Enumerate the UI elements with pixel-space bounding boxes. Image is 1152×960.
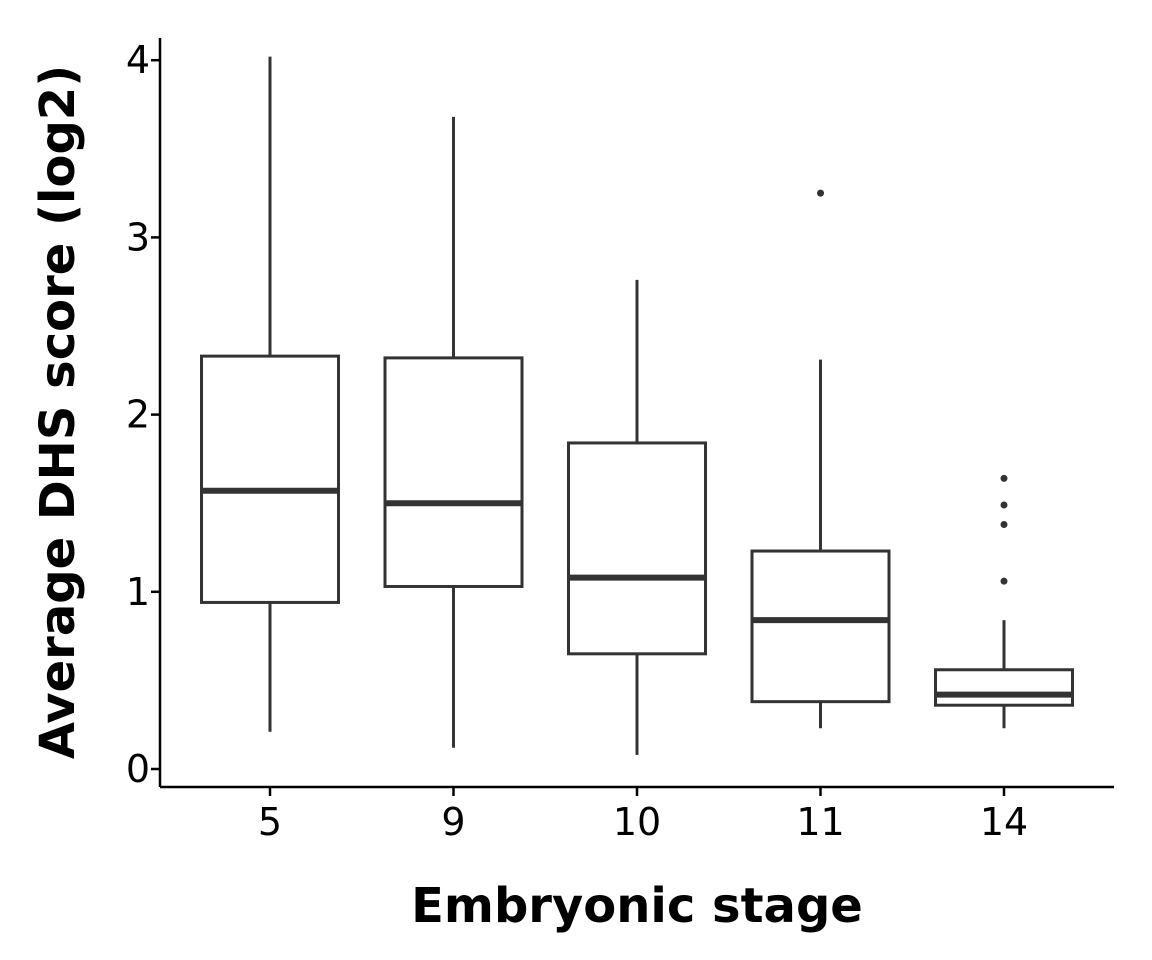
x-tick-label: 14 bbox=[980, 800, 1028, 844]
iqr-box bbox=[383, 356, 524, 588]
x-tick-label: 10 bbox=[613, 800, 661, 844]
outlier-point bbox=[1000, 520, 1008, 528]
iqr-box bbox=[200, 354, 340, 604]
outlier-point bbox=[1000, 501, 1008, 509]
x-tick-label: 5 bbox=[258, 800, 282, 844]
x-axis-title: Embryonic stage bbox=[411, 878, 863, 934]
y-tick-label: 2 bbox=[126, 393, 150, 437]
y-tick-label: 0 bbox=[126, 747, 150, 791]
y-axis-title: Average DHS score (log2) bbox=[30, 65, 86, 759]
x-tick-label: 9 bbox=[441, 800, 465, 844]
box-group-stage-5 bbox=[200, 56, 340, 732]
iqr-box bbox=[750, 549, 891, 704]
axes: 5 9 10 11 14 0 1 2 3 4 bbox=[126, 38, 1114, 844]
y-tick-label: 1 bbox=[126, 570, 150, 614]
iqr-box bbox=[934, 668, 1074, 707]
box-group-stage-14 bbox=[934, 474, 1074, 729]
iqr-box bbox=[567, 441, 707, 656]
outlier-point bbox=[1000, 577, 1008, 585]
outlier-point bbox=[817, 189, 824, 197]
x-tick-label: 11 bbox=[796, 800, 844, 844]
box-group-stage-10 bbox=[567, 279, 707, 755]
plot-marks bbox=[200, 56, 1074, 755]
y-tick-label: 3 bbox=[126, 215, 150, 259]
box-group-stage-9 bbox=[383, 116, 524, 748]
outlier-point bbox=[1000, 474, 1008, 482]
y-tick-label: 4 bbox=[126, 38, 150, 82]
box-group-stage-11 bbox=[750, 189, 891, 729]
